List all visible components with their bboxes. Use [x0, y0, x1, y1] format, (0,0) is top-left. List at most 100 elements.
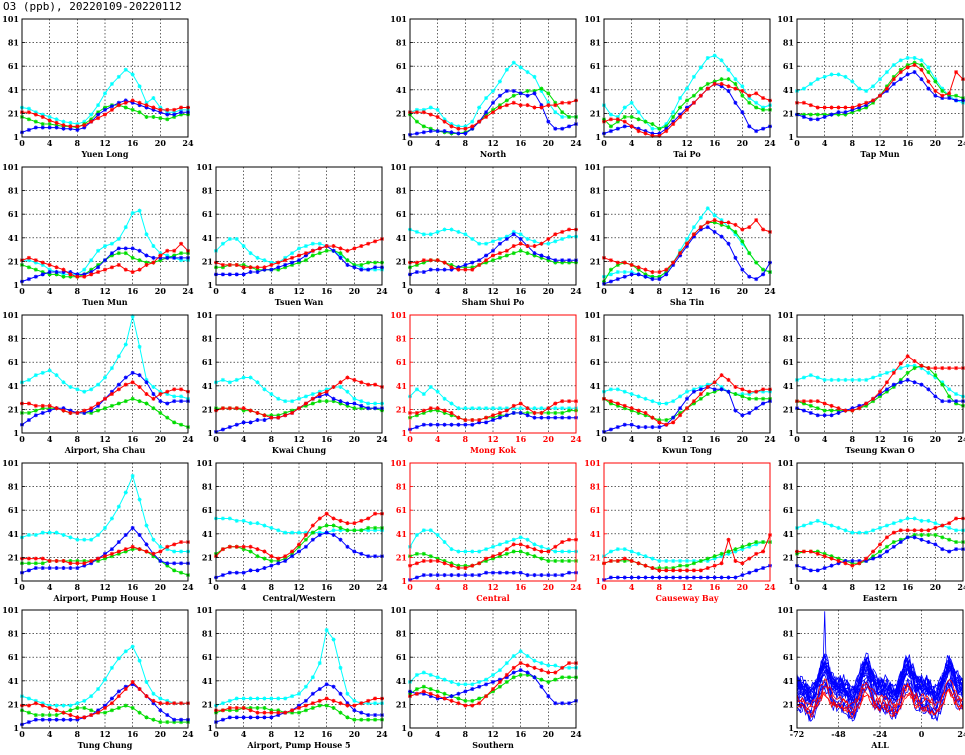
data-point	[428, 554, 433, 559]
data-point	[96, 116, 101, 121]
data-point	[227, 570, 232, 575]
data-point	[283, 258, 288, 263]
data-point	[733, 547, 738, 552]
y-tick-label: 61	[8, 209, 19, 219]
data-point	[815, 406, 820, 411]
data-point	[518, 248, 523, 253]
data-point	[151, 105, 156, 110]
data-point	[504, 67, 509, 72]
data-point	[560, 258, 565, 263]
station-trace	[796, 675, 964, 717]
data-point	[421, 130, 426, 135]
data-point	[241, 696, 246, 701]
data-point	[491, 418, 495, 423]
data-point	[878, 77, 882, 82]
data-point	[366, 698, 371, 703]
data-point	[82, 558, 87, 563]
data-point	[172, 107, 177, 112]
data-point	[47, 122, 52, 127]
data-point	[47, 267, 52, 272]
station-label: Tung Chung	[78, 740, 133, 750]
data-point	[470, 265, 475, 270]
data-point	[560, 573, 565, 578]
data-point	[525, 544, 530, 549]
data-point	[47, 114, 52, 119]
y-tick-label: 41	[396, 233, 407, 243]
data-point	[636, 272, 641, 277]
data-point	[151, 384, 156, 389]
data-point	[615, 547, 620, 552]
data-point	[947, 525, 952, 530]
data-point	[442, 117, 447, 122]
data-point	[40, 406, 45, 411]
data-point	[685, 98, 689, 103]
x-tick-label: 4	[47, 729, 53, 739]
data-point	[151, 406, 156, 411]
data-point	[179, 422, 184, 427]
data-point	[116, 100, 121, 105]
data-point	[532, 542, 537, 547]
y-tick-label: 21	[590, 256, 601, 266]
x-tick-label: 24	[376, 434, 388, 444]
data-point	[504, 236, 509, 241]
data-point	[345, 262, 350, 267]
data-point	[801, 375, 806, 380]
data-point	[165, 701, 170, 706]
data-point	[822, 413, 827, 418]
data-point	[123, 342, 128, 347]
data-point	[151, 554, 156, 559]
data-point	[130, 682, 135, 687]
data-point	[615, 558, 620, 563]
x-tick-label: 4	[241, 729, 247, 739]
data-point	[54, 713, 59, 718]
data-point	[685, 558, 689, 563]
x-tick-label: 20	[155, 138, 167, 148]
data-point	[691, 234, 696, 239]
data-point	[123, 267, 128, 272]
data-point	[560, 675, 565, 680]
data-point	[567, 258, 572, 263]
data-point	[179, 258, 184, 263]
data-point	[898, 537, 903, 542]
data-point	[926, 86, 931, 91]
data-point	[144, 100, 149, 105]
data-point	[954, 98, 959, 103]
data-point	[165, 720, 170, 725]
data-point	[525, 537, 530, 542]
data-point	[317, 661, 322, 666]
data-point	[553, 670, 558, 675]
data-point	[324, 682, 329, 687]
data-point	[836, 110, 841, 115]
y-tick-label: 21	[590, 404, 601, 414]
data-point	[691, 575, 696, 580]
data-point	[747, 274, 752, 279]
x-tick-label: 24	[376, 582, 388, 592]
data-point	[276, 710, 281, 715]
data-point	[123, 100, 128, 105]
data-point	[504, 661, 509, 666]
data-point	[864, 105, 869, 110]
data-point	[82, 408, 87, 413]
data-point	[719, 218, 724, 223]
data-point	[26, 418, 31, 423]
data-point	[664, 267, 669, 272]
data-point	[497, 79, 502, 84]
data-point	[373, 554, 378, 559]
data-point	[144, 377, 149, 382]
data-point	[26, 106, 31, 111]
data-point	[276, 558, 281, 563]
x-tick-label: 0	[213, 729, 219, 739]
data-point	[248, 521, 253, 526]
data-point	[671, 262, 676, 267]
data-point	[761, 126, 766, 131]
data-point	[165, 563, 170, 568]
data-point	[622, 547, 627, 552]
data-point	[678, 253, 683, 258]
data-point	[719, 551, 724, 556]
data-point	[435, 675, 440, 680]
y-tick-label: 1	[207, 280, 213, 290]
data-point	[172, 549, 177, 554]
data-point	[615, 262, 620, 267]
data-point	[47, 558, 52, 563]
data-point	[678, 114, 683, 119]
